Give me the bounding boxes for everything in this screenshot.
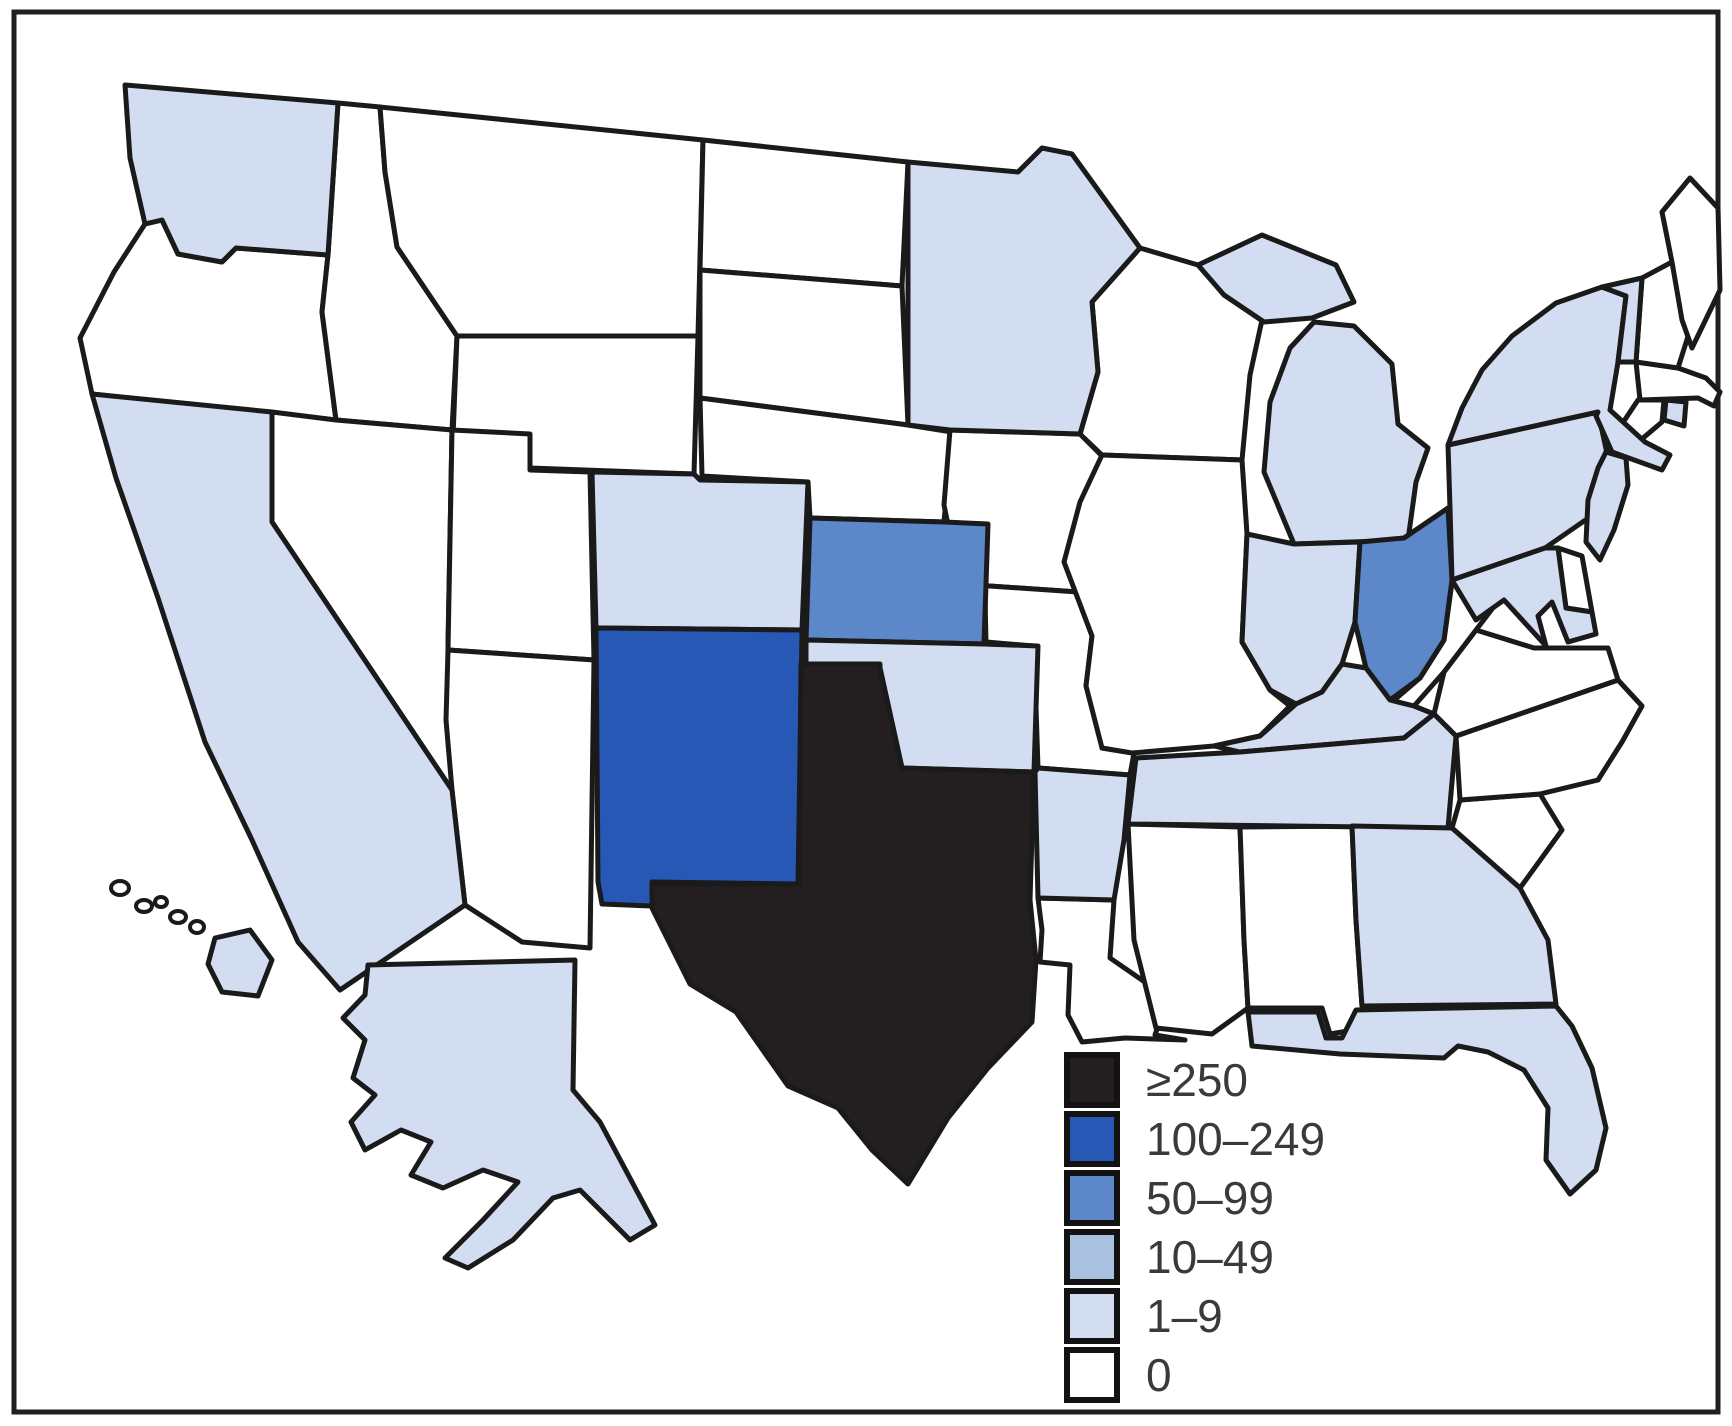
- state-new-mexico: [593, 625, 805, 909]
- state-florida: [1245, 1003, 1609, 1197]
- state-vermont: [1599, 275, 1645, 365]
- legend-swatch-1-9: [1064, 1288, 1120, 1344]
- legend-row: 10–49: [1064, 1229, 1325, 1285]
- legend-swatch-10-49: [1064, 1229, 1120, 1285]
- legend-swatch-100-249: [1064, 1111, 1120, 1167]
- legend-label: 10–49: [1146, 1231, 1274, 1283]
- state-tennessee: [1125, 711, 1459, 831]
- legend-label: 0: [1146, 1349, 1172, 1401]
- legend-swatch-0: [1064, 1347, 1120, 1403]
- state-rhode-island: [1661, 397, 1689, 429]
- state-kansas: [803, 515, 991, 647]
- figure-border: [11, 9, 1721, 1415]
- state-california: [89, 391, 468, 993]
- state-arizona: [443, 647, 597, 951]
- state-texas: [649, 661, 1039, 1187]
- legend-row: 1–9: [1064, 1288, 1325, 1344]
- hawaii-small-island: [153, 895, 169, 909]
- legend-label: ≥250: [1146, 1054, 1248, 1106]
- state-michigan: [1261, 319, 1431, 547]
- state-new-jersey: [1583, 449, 1631, 563]
- legend-label: 1–9: [1146, 1290, 1223, 1342]
- legend-row: 50–99: [1064, 1170, 1325, 1226]
- state-washington: [122, 82, 341, 265]
- state-ohio: [1352, 505, 1455, 703]
- state-hawaii-big-island: [205, 927, 275, 999]
- legend-swatch-gte250: [1064, 1052, 1120, 1108]
- legend-label: 100–249: [1146, 1113, 1326, 1165]
- hawaii-small-island: [109, 879, 131, 897]
- legend-row: 0: [1064, 1347, 1325, 1403]
- state-alabama: [1237, 823, 1369, 1037]
- state-alaska: [340, 957, 658, 1271]
- legend-label: 50–99: [1146, 1172, 1274, 1224]
- state-maine: [1659, 175, 1723, 351]
- legend-row: ≥250: [1064, 1052, 1325, 1108]
- hawaii-small-island: [188, 919, 206, 935]
- state-minnesota: [905, 145, 1143, 437]
- hawaii-small-island: [134, 898, 154, 914]
- legend-swatch-50-99: [1064, 1170, 1120, 1226]
- legend-row: 100–249: [1064, 1111, 1325, 1167]
- state-north-carolina: [1453, 677, 1645, 803]
- state-arkansas: [1032, 765, 1133, 903]
- state-georgia: [1349, 823, 1559, 1009]
- legend: ≥250 100–249 50–99 10–49 1–9 0: [1064, 1052, 1325, 1406]
- state-kentucky: [1211, 661, 1437, 755]
- state-maryland: [1449, 545, 1599, 649]
- state-michigan-upper-peninsula: [1195, 232, 1357, 325]
- hawaii-small-island: [168, 909, 188, 925]
- state-north-dakota: [697, 137, 911, 289]
- state-new-york: [1445, 284, 1673, 473]
- state-massachusetts: [1633, 359, 1723, 409]
- state-colorado: [589, 469, 811, 633]
